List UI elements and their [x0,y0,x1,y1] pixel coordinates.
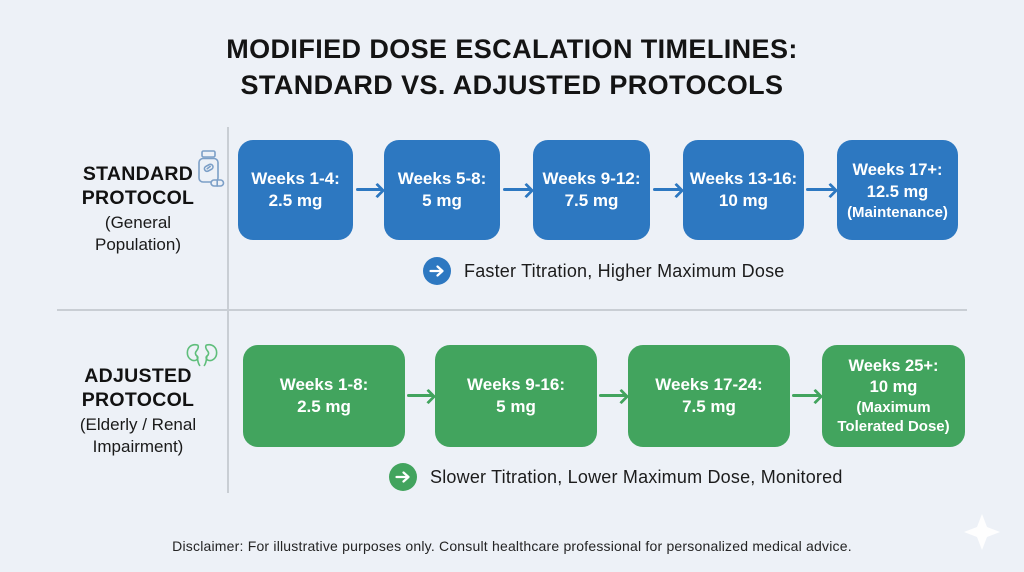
box-dose-label: 5 mg [496,397,536,416]
box-dose-label: 10 mg [718,191,769,210]
adjusted-caption: Slower Titration, Lower Maximum Dose, Mo… [389,463,843,491]
adjusted-protocol-title: ADJUSTED PROTOCOL [81,365,195,411]
sparkle-icon [964,514,1000,550]
timeline-box-adjusted-4: Weeks 25+: 10 mg (Maximum Tolerated Dose… [822,345,965,447]
adjusted-protocol-label: ADJUSTED PROTOCOL (Elderly / Renal Impai… [48,364,228,458]
box-dose-label: 7.5 mg [564,191,619,210]
title-line-1: MODIFIED DOSE ESCALATION TIMELINES: [226,34,798,64]
page-title: MODIFIED DOSE ESCALATION TIMELINES: STAN… [0,31,1024,103]
box-dose-label: 2.5 mg [297,397,351,416]
timeline-box-standard-1: Weeks 1-4: 2.5 mg [238,140,353,240]
kidneys-icon [186,343,218,367]
box-weeks-label: Weeks 9-12: [542,169,641,188]
box-note-label: (Maintenance) [847,203,948,221]
pill-bottle-icon [198,150,225,187]
box-dose-label: 10 mg [869,378,918,396]
flow-arrow [792,394,820,397]
box-weeks-label: Weeks 9-16: [467,375,565,394]
flow-arrow [806,188,835,191]
timeline-box-standard-5: Weeks 17+: 12.5 mg (Maintenance) [837,140,958,240]
box-weeks-label: Weeks 17+: [852,160,943,179]
timeline-box-standard-3: Weeks 9-12: 7.5 mg [533,140,650,240]
standard-caption: Faster Titration, Higher Maximum Dose [423,257,785,285]
box-weeks-label: Weeks 25+: [848,357,939,375]
timeline-box-adjusted-2: Weeks 9-16: 5 mg [435,345,597,447]
standard-protocol-title: STANDARD PROTOCOL [81,163,195,209]
flow-arrow [407,394,433,397]
box-weeks-label: Weeks 17-24: [655,375,763,394]
flow-arrow [356,188,382,191]
timeline-box-standard-2: Weeks 5-8: 5 mg [384,140,500,240]
timeline-box-adjusted-3: Weeks 17-24: 7.5 mg [628,345,790,447]
box-dose-label: 2.5 mg [268,191,323,210]
timeline-box-adjusted-1: Weeks 1-8: 2.5 mg [243,345,405,447]
box-weeks-label: Weeks 1-8: [279,375,369,394]
box-dose-label: 5 mg [422,191,462,210]
horizontal-divider [57,309,967,311]
standard-caption-text: Faster Titration, Higher Maximum Dose [464,260,785,281]
title-line-2: STANDARD VS. ADJUSTED PROTOCOLS [240,70,784,100]
timeline-box-standard-4: Weeks 13-16: 10 mg [683,140,804,240]
disclaimer-text: Disclaimer: For illustrative purposes on… [172,538,852,554]
flow-arrow [503,188,531,191]
box-weeks-label: Weeks 1-4: [251,169,340,188]
flow-arrow [653,188,681,191]
box-dose-label: 12.5 mg [866,182,929,201]
right-arrow-icon [423,257,451,285]
box-weeks-label: Weeks 5-8: [397,169,487,188]
box-dose-label: 7.5 mg [682,397,736,416]
right-arrow-icon [389,463,417,491]
flow-arrow [599,394,626,397]
adjusted-caption-text: Slower Titration, Lower Maximum Dose, Mo… [430,466,843,487]
standard-protocol-subtitle: (General Population) [94,213,181,254]
standard-protocol-label: STANDARD PROTOCOL (General Population) [48,162,228,256]
box-note-label: (Maximum Tolerated Dose) [837,399,950,435]
box-weeks-label: Weeks 13-16: [689,169,798,188]
adjusted-protocol-subtitle: (Elderly / Renal Impairment) [79,415,197,456]
